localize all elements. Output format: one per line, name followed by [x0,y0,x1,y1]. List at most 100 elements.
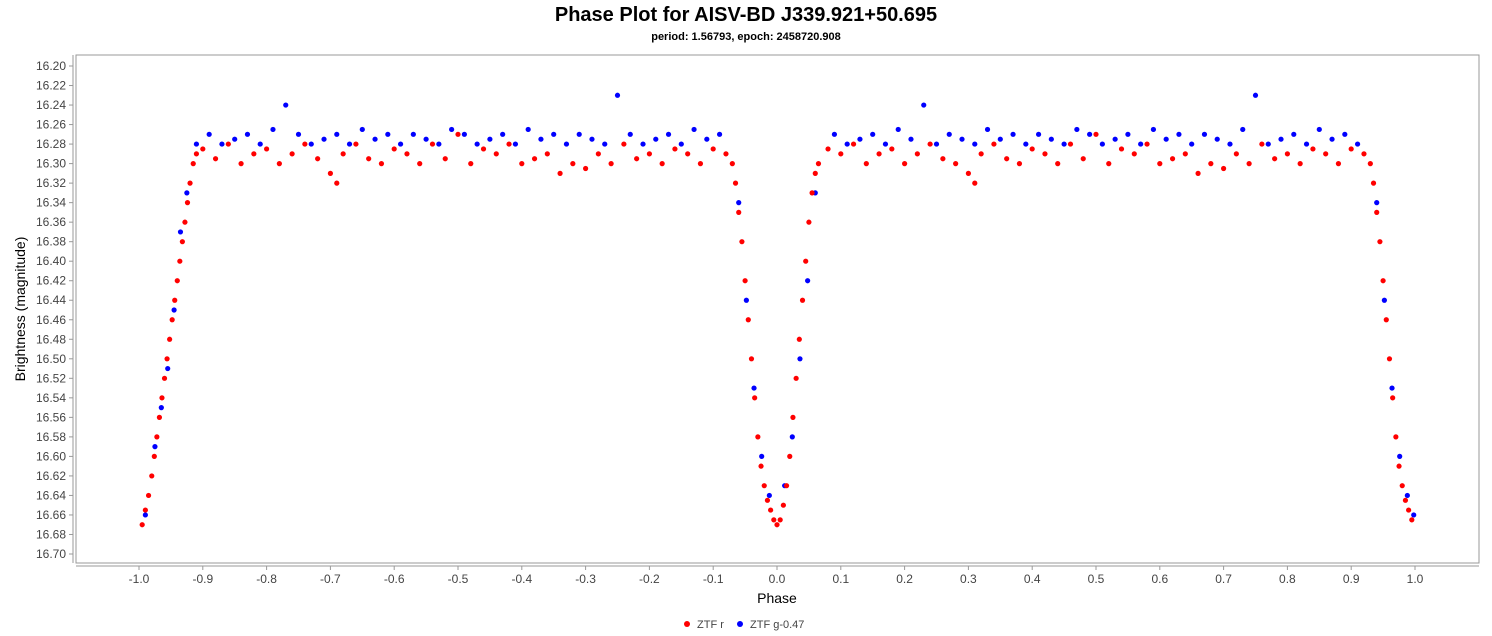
legend-label-ztf-g: ZTF g-0.47 [750,619,804,631]
y-tick-label: 16.36 [36,215,66,229]
data-point-ztf-r [1093,131,1099,137]
data-point-ztf-r [764,497,771,503]
data-point-ztf-r [225,141,231,147]
data-point-ztf-g [805,278,811,284]
data-point-ztf-r [1004,156,1010,162]
data-point-ztf-r [1080,156,1086,162]
data-point-ztf-r [184,200,191,206]
data-point-ztf-r [1144,141,1150,147]
data-point-ztf-r [302,141,308,147]
data-point-ztf-r [863,161,869,167]
data-point-ztf-g [334,131,340,137]
data-point-ztf-r [812,170,818,176]
data-point-ztf-g [1265,141,1271,147]
data-point-ztf-r [1067,141,1074,147]
data-point-ztf-r [1169,156,1176,162]
x-tick-label: -0.5 [448,572,469,586]
data-point-ztf-r [1118,146,1125,152]
data-point-ztf-r [1042,151,1048,157]
data-point-ztf-r [1246,161,1252,167]
data-point-ztf-g [158,405,164,411]
data-point-ztf-g [602,141,608,147]
data-point-ztf-r [149,473,155,479]
data-point-ztf-r [1399,483,1405,489]
data-point-ztf-r [972,180,978,186]
data-point-ztf-r [1106,161,1112,167]
chart-subtitle: period: 1.56793, epoch: 2458720.908 [651,31,841,43]
data-point-ztf-r [685,151,691,157]
data-point-ztf-r [1390,395,1396,401]
x-tick-label: 0.2 [896,572,913,586]
y-tick-label: 16.50 [36,352,66,366]
data-point-ztf-r [1406,507,1412,513]
legend-marker-ztf-g [737,621,743,627]
data-point-ztf-r [608,161,614,167]
data-point-ztf-r [276,161,282,167]
data-point-ztf-g [921,102,927,108]
data-point-ztf-g [1374,200,1380,206]
data-point-ztf-g [751,385,757,391]
data-point-ztf-g [206,131,212,137]
data-point-ztf-g [1252,92,1259,98]
data-point-ztf-g [797,356,803,362]
data-point-ztf-r [758,463,764,469]
data-point-ztf-r [809,190,815,196]
data-point-ztf-g [1303,141,1310,147]
data-point-ztf-r [697,161,704,167]
data-point-ztf-g [640,141,646,147]
data-point-ztf-r [745,317,751,323]
data-point-ztf-g [589,136,595,142]
data-point-ztf-r [723,151,729,157]
data-point-ztf-r [672,146,678,152]
data-point-ztf-g [1087,131,1093,137]
data-point-ztf-r [850,141,857,147]
data-point-ztf-r [991,141,997,147]
data-point-ztf-g [972,141,978,147]
data-point-ztf-g [308,141,314,147]
data-point-ztf-r [1233,151,1239,157]
x-tick-label: 0.8 [1279,572,1296,586]
data-point-ztf-r [755,434,761,440]
data-point-ztf-g [895,126,901,133]
data-point-ztf-g [1240,126,1246,133]
data-point-ztf-r [1386,356,1393,362]
data-point-ztf-r [752,395,758,401]
y-tick-label: 16.40 [36,254,66,268]
data-point-ztf-r [1157,161,1163,167]
data-point-ztf-r [174,278,180,284]
plot-area [75,54,1480,564]
data-point-ztf-r [815,161,822,167]
x-tick-label: -0.8 [256,572,277,586]
y-tick-label: 16.28 [36,137,66,151]
data-point-ztf-r [1348,146,1354,152]
legend-marker-ztf-r [684,621,690,627]
data-point-ztf-g [759,453,765,459]
data-point-ztf-r [732,180,739,186]
data-point-ztf-r [1182,151,1188,157]
data-point-ztf-g [423,136,429,142]
data-point-ztf-r [799,297,806,303]
data-point-ztf-r [1361,151,1367,157]
data-point-ztf-r [710,146,716,152]
data-point-ztf-r [139,522,145,528]
x-tick-label: -0.3 [575,572,596,586]
data-point-ztf-r [1377,239,1383,245]
data-point-ztf-r [774,522,780,528]
data-point-ztf-g [410,131,416,137]
data-point-ztf-g [1227,141,1233,147]
x-tick-label: -0.6 [384,572,405,586]
x-tick-label: 0.0 [769,572,786,586]
y-tick-label: 16.38 [36,235,66,249]
y-axis-label: Brightness (magnitude) [12,237,28,382]
data-point-ztf-g [1099,141,1105,147]
x-tick-label: -0.4 [511,572,532,586]
data-point-ztf-g [436,141,442,147]
data-point-ztf-g [704,136,710,142]
data-point-ztf-r [289,151,295,157]
data-point-ztf-r [531,156,538,162]
y-tick-label: 16.24 [36,98,66,112]
data-point-ztf-r [646,151,653,157]
data-point-ztf-r [169,317,175,323]
data-point-ztf-r [748,356,755,362]
data-point-ztf-r [1016,161,1023,167]
